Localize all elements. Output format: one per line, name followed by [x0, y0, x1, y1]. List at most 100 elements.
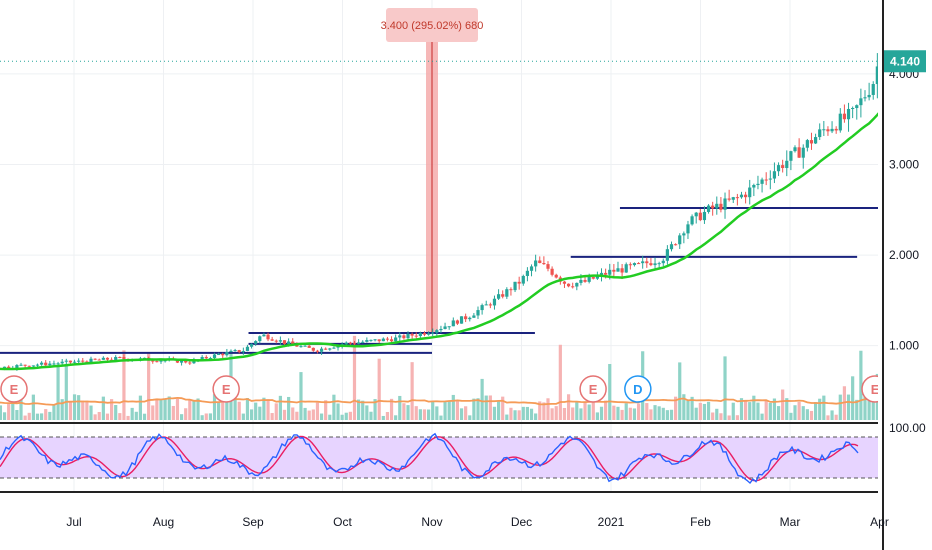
candle-body [27, 365, 31, 367]
volume-bar [282, 409, 287, 420]
volume-bar [398, 395, 402, 420]
candle-body [690, 216, 694, 225]
candle-body [344, 342, 348, 345]
candle-body [595, 275, 599, 279]
volume-bar [838, 394, 842, 420]
current-price-label: 4.140 [890, 54, 920, 68]
volume-bar [756, 402, 760, 420]
candle-body [163, 360, 167, 362]
volume-bar [505, 414, 509, 420]
measure-label: 3.400 (295.02%) 680 [381, 20, 484, 32]
candle-body [830, 128, 834, 132]
volume-bar [2, 412, 7, 420]
candle-body [303, 345, 307, 347]
measure-annotation[interactable]: 3.400 (295.02%) 680 [381, 8, 484, 333]
candle-body [608, 269, 612, 275]
candle-body [686, 224, 690, 234]
volume-bar [134, 411, 138, 420]
volume-bar [805, 409, 809, 420]
volume-bar [200, 415, 204, 420]
volume-bar [698, 402, 702, 420]
candle-body [501, 294, 505, 297]
volume-bar [571, 407, 575, 420]
candle-body [542, 263, 546, 265]
candle-body [468, 317, 472, 320]
volume-bar [126, 415, 130, 420]
volume-bar [68, 401, 73, 420]
candle-body [620, 268, 624, 273]
candle-body [451, 320, 455, 327]
volume-bar [348, 411, 352, 420]
stochastic-d-line [0, 435, 859, 482]
candle-body [731, 197, 735, 200]
volume-bar [184, 408, 188, 420]
volume-average-line [0, 390, 932, 406]
event-marker-label: E [222, 382, 231, 397]
time-tick-label: Jul [66, 515, 81, 529]
volume-bar [418, 409, 422, 420]
volume-bar [674, 396, 678, 420]
time-tick-label: Feb [690, 515, 711, 529]
candle-body [702, 211, 707, 221]
support-lines[interactable] [0, 206, 925, 354]
candle-body [229, 350, 233, 353]
volume-bar [669, 409, 674, 420]
candle-body [426, 333, 431, 335]
candle-body [435, 330, 439, 333]
candle-body [319, 348, 324, 352]
volume-bar [221, 401, 225, 420]
candle-body [513, 281, 517, 291]
volume-bar [447, 401, 451, 420]
volume-bar [772, 398, 777, 420]
candle-body [809, 140, 814, 144]
volume-bar [0, 405, 3, 420]
candle-body [52, 363, 56, 365]
candle-body [44, 362, 48, 366]
volume-bar [357, 399, 361, 420]
volume-bar [402, 403, 406, 420]
volume-bar [818, 398, 822, 420]
candle-body [641, 261, 645, 264]
candle-body [772, 171, 777, 179]
volume-bar [661, 407, 665, 420]
candle-body [604, 272, 608, 275]
volume-bar [274, 403, 278, 420]
volume-bar [258, 406, 262, 420]
volume-bar [583, 401, 587, 420]
candle-body [842, 113, 847, 120]
candle-body [534, 260, 538, 267]
candle-body [505, 289, 509, 297]
volume-bar [781, 389, 785, 420]
candle-body [72, 361, 77, 363]
volume-bar [109, 399, 114, 420]
volume-bar [809, 410, 814, 420]
volume-bar [665, 410, 669, 420]
volume-bar [319, 413, 324, 420]
candle-body [315, 350, 320, 352]
volume-bar [340, 414, 344, 420]
volume-bar [171, 405, 175, 420]
volume-bar [245, 398, 250, 420]
time-tick-label: Nov [421, 515, 442, 529]
candle-body [579, 279, 583, 283]
candle-body [151, 360, 155, 362]
volume-bar [657, 406, 661, 420]
volume-bar [369, 411, 373, 420]
candle-body [414, 335, 418, 337]
candle-body [764, 179, 768, 181]
candle-body [7, 366, 11, 369]
candle-body [324, 348, 328, 350]
volume-bar [31, 394, 35, 420]
volume-bar [632, 408, 637, 420]
candle-body [838, 113, 842, 131]
candle-body [529, 266, 534, 271]
volume-bar [311, 409, 315, 420]
volume-bar [484, 395, 488, 420]
candle-body [875, 66, 879, 85]
volume-bar [764, 400, 768, 420]
volume-bar [554, 406, 558, 420]
volume-bar [604, 400, 608, 420]
candle-body [373, 339, 377, 341]
